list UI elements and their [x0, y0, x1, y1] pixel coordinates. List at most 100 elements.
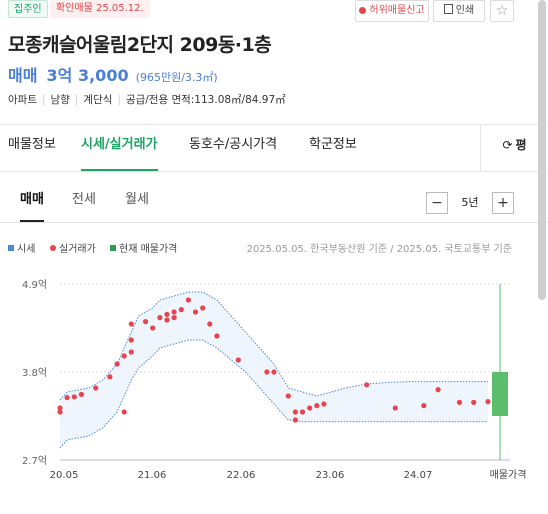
top-bar: 집주인 확인매물 25.05.12. 허위매물신고 인쇄 ☆: [0, 0, 548, 26]
refresh-icon: ⟳: [502, 138, 513, 152]
subtab-monthly[interactable]: 월세: [125, 192, 149, 207]
tab-listing-info[interactable]: 매물정보: [8, 137, 56, 152]
price-band-upper-line: [59, 291, 488, 401]
tab-unit-public-price[interactable]: 동호수/공시가격: [189, 137, 278, 152]
legend-label: 실거래가: [59, 244, 96, 255]
transaction-point: [185, 297, 191, 303]
x-tick-label: 23.06: [316, 470, 345, 481]
print-label: 인쇄: [455, 5, 475, 16]
transaction-point: [128, 337, 134, 343]
transaction-point: [485, 399, 491, 405]
period-increase-button[interactable]: +: [492, 192, 514, 214]
transaction-point: [307, 405, 313, 411]
listing-attributes: 아파트 | 남향 | 계단식 | 공급/전용 면적:113.08㎡/84.97㎡: [8, 92, 286, 107]
transaction-point: [299, 409, 306, 415]
price-row: 매매 3억 3,000 (965만원/3.3㎡): [8, 62, 218, 85]
transaction-point: [121, 353, 127, 359]
transaction-point: [292, 417, 298, 423]
attr-type: 아파트: [8, 94, 37, 106]
divider: |: [41, 94, 46, 106]
transaction-point: [292, 409, 298, 415]
transaction-point: [128, 349, 134, 355]
legend-item-transactions: 실거래가: [50, 240, 96, 255]
x-tick-label: 20.05: [50, 470, 79, 481]
price-chart: 4.9억 3.8억 2.7억 20.05 21.06 22.06 23.06 24.07 매물가…: [0, 270, 548, 514]
transaction-point: [392, 405, 398, 411]
square-swatch-icon: [110, 245, 116, 251]
attr-area: 공급/전용 면적:113.08㎡/84.97㎡: [125, 94, 286, 106]
legend-label: 시세: [17, 244, 36, 255]
y-tick-label: 4.9억: [22, 279, 47, 291]
transaction-point: [321, 401, 327, 407]
transaction-point: [143, 319, 149, 325]
x-tick-label: 22.06: [227, 470, 256, 481]
price-per-unit: (965만원/3.3㎡): [135, 71, 218, 84]
current-listing-range: [492, 372, 508, 416]
period-decrease-button[interactable]: −: [426, 192, 448, 214]
legend-label: 현재 매물가격: [119, 244, 178, 255]
data-source-note: 2025.05.05. 한국부동산원 기준 / 2025.05. 국토교통부 기…: [246, 244, 512, 255]
transaction-point: [150, 325, 156, 331]
x-tick-label: 21.06: [138, 470, 167, 481]
x-tick-label: 매물가격: [490, 468, 527, 481]
divider: |: [74, 94, 79, 106]
verified-badge: 확인매물 25.05.12.: [50, 0, 150, 18]
transaction-point: [421, 403, 427, 409]
transaction-point: [171, 309, 177, 315]
listing-title: 모종캐슬어울림2단지 209동·1층: [8, 34, 272, 56]
trade-type: 매매: [8, 66, 38, 85]
print-icon: [443, 4, 453, 14]
attr-structure: 계단식: [83, 94, 113, 106]
legend-item-current-listing: 현재 매물가격: [110, 240, 177, 255]
transaction-point: [121, 409, 127, 415]
transaction-point: [128, 321, 134, 327]
subtab-jeonse[interactable]: 전세: [72, 192, 96, 207]
star-outline-icon: ☆: [495, 3, 509, 19]
x-tick-label: 24.07: [404, 470, 433, 481]
period-control: − 5년 +: [426, 192, 514, 214]
report-label: 허위매물신고: [369, 5, 425, 16]
transaction-point: [364, 382, 370, 388]
transaction-point: [207, 321, 213, 327]
transaction-point: [57, 405, 63, 411]
transaction-point: [285, 393, 291, 399]
transaction-point: [164, 317, 170, 323]
transaction-point: [271, 369, 277, 375]
divider: [0, 124, 548, 125]
transaction-point: [178, 307, 184, 313]
transaction-point: [214, 333, 220, 339]
owner-badge: 집주인: [8, 0, 48, 18]
transaction-point: [114, 361, 120, 367]
square-swatch-icon: [8, 245, 14, 251]
price-value: 3억 3,000: [46, 66, 129, 85]
transaction-point: [64, 395, 70, 401]
transaction-point: [157, 315, 163, 321]
transaction-point: [71, 394, 77, 400]
period-value: 5년: [461, 196, 479, 209]
transaction-point: [192, 309, 199, 315]
tab-school-info[interactable]: 학군정보: [309, 137, 357, 152]
transaction-point: [78, 391, 84, 397]
price-band-lower-line: [59, 339, 488, 449]
dot-swatch-icon: [50, 245, 56, 251]
transaction-point: [471, 399, 477, 405]
y-tick-label: 2.7억: [22, 455, 47, 467]
alert-dot-icon: [359, 6, 367, 14]
unit-toggle-button[interactable]: ⟳ 평: [480, 125, 548, 171]
print-button[interactable]: 인쇄: [433, 0, 485, 22]
divider: [0, 171, 548, 172]
favorite-button[interactable]: ☆: [490, 0, 514, 22]
divider: |: [117, 94, 121, 106]
transaction-point: [264, 369, 270, 375]
subtab-sale[interactable]: 매매: [20, 182, 44, 222]
transaction-point: [57, 409, 63, 415]
transaction-point: [171, 315, 177, 321]
tab-price-history[interactable]: 시세/실거래가: [81, 125, 158, 171]
report-fake-listing-button[interactable]: 허위매물신고: [355, 0, 429, 22]
trade-type-tabs: 매매 전세 월세 − 5년 +: [0, 182, 548, 222]
transaction-point: [200, 305, 206, 311]
transaction-point: [164, 311, 170, 317]
main-tabs: 매물정보 시세/실거래가 동호수/공시가격 학군정보 ⟳ 평: [0, 125, 548, 171]
scrollbar[interactable]: [538, 0, 546, 300]
